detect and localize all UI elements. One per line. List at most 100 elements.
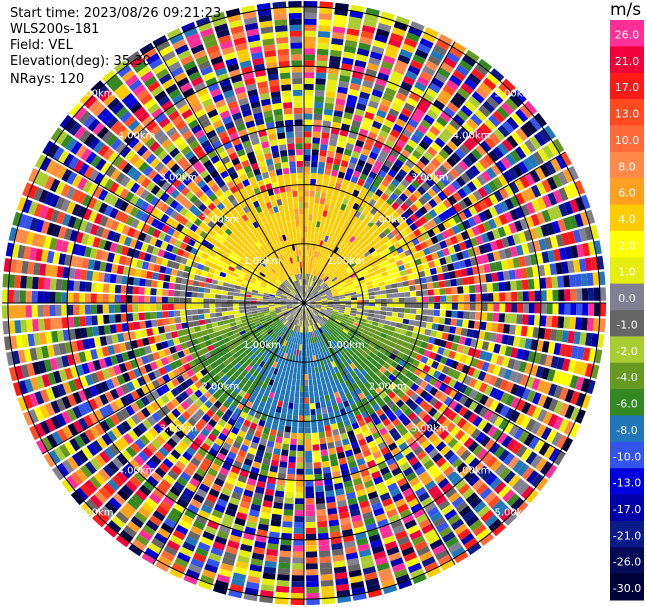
velocity-gate [367,440,377,449]
velocity-gate [411,332,419,339]
velocity-gate [447,470,459,482]
velocity-gate [293,349,297,356]
velocity-gate [351,324,359,330]
velocity-gate [320,318,326,324]
velocity-gate [426,566,442,578]
velocity-gate [334,282,341,287]
velocity-gate [250,305,257,309]
velocity-gate [403,407,413,417]
velocity-gate [405,398,414,407]
velocity-gate [320,309,327,313]
velocity-gate [388,257,396,264]
velocity-gate [405,388,415,398]
velocity-gate [472,329,480,339]
velocity-gate [356,226,363,234]
velocity-gate [331,542,343,551]
velocity-gate [379,66,392,76]
velocity-gate [260,511,271,520]
velocity-gate [318,13,333,21]
velocity-gate [392,303,399,308]
velocity-gate [306,243,310,250]
velocity-gate [326,279,332,285]
velocity-gate [596,333,605,348]
velocity-gate [304,42,316,49]
velocity-gate [486,312,494,322]
velocity-gate [236,511,248,521]
velocity-gate [549,263,557,276]
velocity-gate [495,239,504,250]
velocity-gate [266,548,278,557]
velocity-gate [356,251,364,258]
velocity-gate [388,244,396,252]
velocity-gate [462,319,469,328]
velocity-gate [397,381,406,390]
velocity-gate [314,330,319,337]
velocity-gate [310,172,317,180]
velocity-gate [397,503,409,514]
velocity-gate [300,374,304,380]
velocity-gate [327,304,334,306]
velocity-gate [317,314,323,319]
velocity-gate [428,82,441,94]
velocity-gate [296,462,304,469]
velocity-gate [336,589,351,598]
velocity-gate [417,43,431,54]
velocity-gate [326,336,332,343]
velocity-gate [344,293,351,297]
velocity-gate [256,296,263,299]
velocity-gate [319,347,324,354]
velocity-gate [405,217,414,226]
velocity-gate [251,497,263,506]
velocity-gate [428,407,438,417]
velocity-gate [454,479,467,491]
velocity-gate [485,473,498,486]
velocity-gate [324,424,332,432]
velocity-gate [310,414,317,422]
velocity-gate [499,303,506,312]
velocity-gate [289,342,294,349]
velocity-gate [227,291,234,296]
velocity-gate [320,449,329,456]
velocity-gate [323,388,329,396]
velocity-gate [250,303,257,306]
velocity-gate [320,282,326,287]
velocity-gate [521,387,531,400]
velocity-gate [452,41,467,54]
velocity-gate [324,394,331,402]
velocity-gate [458,383,468,394]
velocity-gate [339,355,346,363]
velocity-gate [103,325,111,335]
velocity-gate [299,326,302,333]
velocity-gate [392,332,400,339]
velocity-gate [319,327,324,334]
velocity-gate [356,290,363,295]
velocity-gate [499,405,510,417]
velocity-gate [487,218,497,230]
velocity-gate [475,431,486,444]
velocity-gate [449,46,464,59]
velocity-gate [291,587,304,594]
velocity-gate [410,291,417,297]
velocity-gate [387,206,396,215]
velocity-gate [471,478,484,491]
velocity-gate [274,597,289,605]
velocity-gate [418,171,429,181]
velocity-gate [415,353,423,362]
velocity-gate [451,180,462,191]
velocity-gate [207,328,214,335]
velocity-gate [494,377,503,389]
velocity-gate [316,348,321,355]
velocity-gate [342,238,349,246]
velocity-gate [409,337,417,345]
velocity-gate [501,435,513,448]
velocity-gate [364,348,372,355]
velocity-gate [349,370,357,378]
velocity-gate [301,308,303,315]
velocity-gate [309,301,316,303]
velocity-gate [395,573,411,584]
velocity-gate [519,142,532,157]
velocity-gate [373,417,382,426]
velocity-gate [547,207,557,221]
velocity-gate [347,162,356,170]
velocity-gate [293,331,297,338]
